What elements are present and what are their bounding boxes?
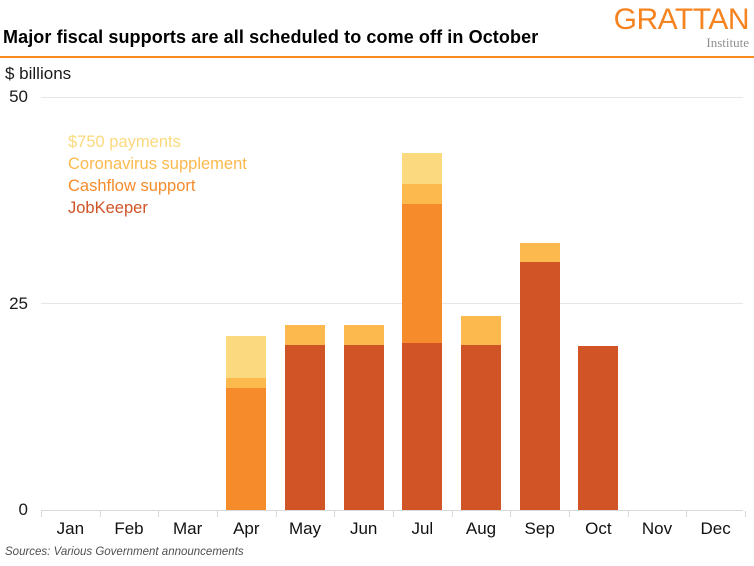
x-axis-tick [510,511,512,517]
gridline-y50 [41,96,743,98]
bar-segment [402,203,443,344]
legend-item: JobKeeper [68,199,148,217]
x-axis-tick [393,511,394,517]
gridline-y25 [41,303,743,304]
x-axis-line [41,509,743,511]
x-axis-label-mar: Mar [173,519,203,538]
x-axis-tick [627,511,629,517]
source-note: Sources: Various Government announcement… [5,546,244,558]
chart-title: Major fiscal supports are all scheduled … [3,27,539,47]
bar-segment [343,324,384,345]
x-axis-label-feb: Feb [114,519,144,538]
x-axis-tick [158,511,160,517]
x-axis-tick [451,511,453,517]
bar-segment [226,335,267,378]
x-axis-label-sep: Sep [524,519,555,538]
legend-item: $750 payments [68,133,181,151]
y-axis-unit-label: $ billions [5,64,72,83]
bar-segment [226,387,267,510]
x-axis-label-aug: Aug [465,519,497,538]
x-axis-tick [41,511,42,517]
x-axis-tick [569,511,570,517]
x-axis-tick [99,511,101,517]
grattan-logo: GRATTAN Institute [613,3,750,50]
x-axis-label-may: May [288,519,322,538]
x-axis-label-jan: Jan [56,519,85,538]
bar-segment [402,153,443,184]
x-axis-tick [745,511,746,517]
bar-segment [402,343,443,510]
legend-item: Cashflow support [68,177,196,195]
x-axis-tick [275,511,277,517]
bar-segment [343,344,384,510]
y-tick-label: 25 [9,293,28,313]
legend-item: Coronavirus supplement [68,155,247,173]
y-tick-label: 0 [18,500,28,519]
x-axis-label-oct: Oct [585,519,612,538]
x-axis-label-jun: Jun [349,519,378,538]
grattan-logo-word: GRATTAN [613,3,750,36]
y-tick-label: 50 [9,87,28,106]
bar-segment [285,324,325,345]
x-axis-tick [217,511,218,517]
bar-segment [461,315,501,345]
x-axis-label-nov: Nov [641,519,673,538]
bar-segment [226,377,267,388]
x-axis-tick [334,511,336,517]
bar-segment [519,262,560,510]
x-axis-label-jul: Jul [411,519,434,538]
bar-segment [461,344,501,510]
x-axis-label-dec: Dec [700,519,731,538]
title-divider-rule [0,56,754,58]
bar-segment [519,243,560,263]
x-axis-tick [686,511,688,517]
bar-segment [578,345,619,510]
grattan-logo-subtitle: Institute [706,35,749,50]
bar-segment [402,183,443,204]
chart-legend: $750 payments Coronavirus supplement Cashf… [68,131,247,219]
x-axis-label-apr: Apr [233,519,260,538]
bar-segment [285,344,325,510]
